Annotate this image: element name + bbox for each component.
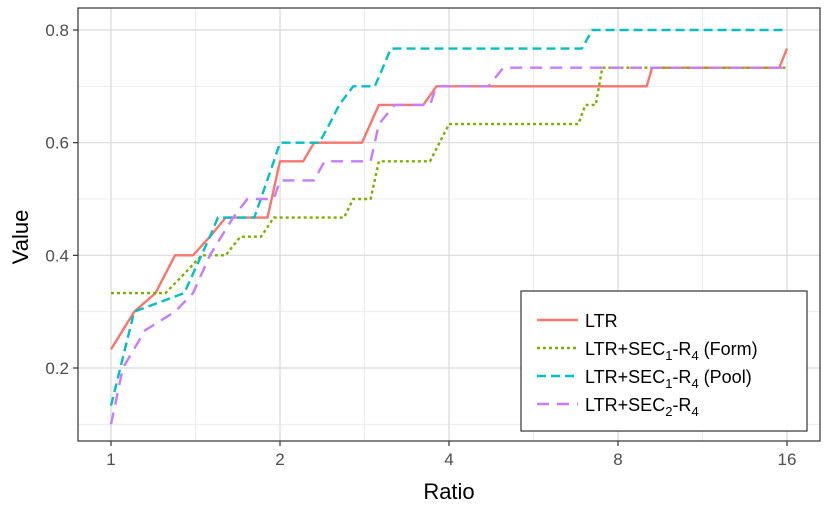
legend-label-main: LTR+SEC bbox=[585, 395, 665, 415]
x-axis-title: Ratio bbox=[423, 479, 474, 504]
series-line-3 bbox=[109, 28, 787, 406]
x-tick-label: 8 bbox=[613, 450, 622, 469]
grid bbox=[78, 8, 820, 441]
legend-label-subscript: 1 bbox=[665, 376, 672, 391]
legend-label-middle: -R bbox=[672, 367, 691, 387]
legend-label-3: LTR+SEC1-R4 (Pool) bbox=[585, 367, 752, 391]
y-tick-label: 0.8 bbox=[45, 21, 69, 40]
legend-label-subscript: 2 bbox=[665, 404, 672, 419]
legend-label-2: LTR+SEC1-R4 (Form) bbox=[585, 339, 758, 363]
legend-label-main: LTR+SEC bbox=[585, 367, 665, 387]
legend-label-text: LTR bbox=[585, 311, 618, 331]
x-tick-label: 4 bbox=[444, 450, 453, 469]
y-axis-title: Value bbox=[8, 210, 33, 265]
legend-box bbox=[520, 290, 808, 432]
legend-label-1: LTR bbox=[585, 311, 618, 331]
y-axis-ticks: 0.2 0.4 0.6 0.8 bbox=[45, 21, 78, 378]
legend-label-main: LTR+SEC bbox=[585, 339, 665, 359]
y-tick-label: 0.4 bbox=[45, 246, 69, 265]
legend-label-middle: -R bbox=[672, 339, 691, 359]
x-tick-label: 2 bbox=[275, 450, 284, 469]
legend-label-subscript: 4 bbox=[691, 404, 698, 419]
series-line-1 bbox=[109, 48, 789, 351]
series-line-2 bbox=[111, 66, 787, 295]
legend-label-subscript: 4 bbox=[691, 348, 698, 363]
legend-label-suffix: (Form) bbox=[699, 339, 758, 359]
legend-label-subscript: 1 bbox=[665, 348, 672, 363]
series-line-4 bbox=[109, 66, 787, 425]
x-tick-label: 1 bbox=[106, 450, 115, 469]
y-tick-label: 0.6 bbox=[45, 134, 69, 153]
legend-label-middle: -R bbox=[672, 395, 691, 415]
legend-label-4: LTR+SEC2-R4 bbox=[585, 395, 699, 419]
y-tick-label: 0.2 bbox=[45, 359, 69, 378]
x-tick-label: 16 bbox=[778, 450, 797, 469]
x-axis-ticks: 1 2 4 8 16 bbox=[106, 441, 796, 469]
legend-label-suffix: (Pool) bbox=[699, 367, 752, 387]
series-lines bbox=[109, 28, 789, 425]
legend-label-subscript: 4 bbox=[691, 376, 698, 391]
